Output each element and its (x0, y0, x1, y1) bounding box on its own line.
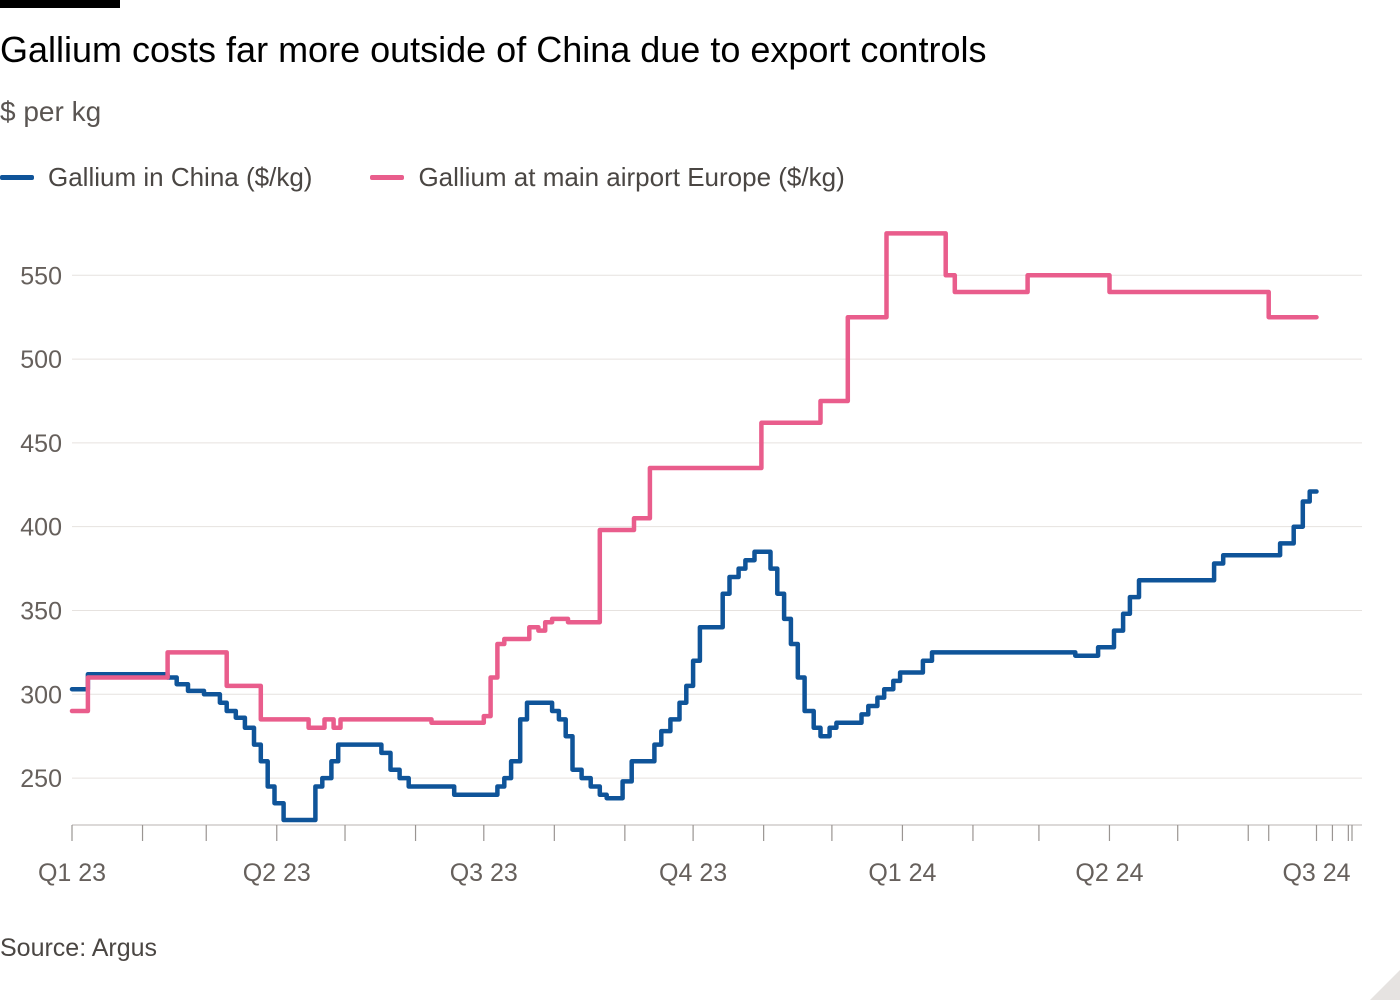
brand-bar (0, 0, 120, 8)
legend-item-europe: Gallium at main airport Europe ($/kg) (370, 161, 845, 193)
legend: Gallium in China ($/kg) Gallium at main … (0, 160, 903, 194)
x-tick-label: Q2 23 (243, 859, 311, 887)
series-line-china (69, 489, 1319, 823)
chart-title: Gallium costs far more outside of China … (0, 29, 987, 70)
x-tick-label: Q4 23 (659, 859, 727, 887)
legend-label-china: Gallium in China ($/kg) (48, 161, 313, 192)
y-tick-label: 550 (20, 262, 62, 290)
x-tick-label: Q1 23 (38, 859, 106, 887)
x-tick-label: Q1 24 (868, 859, 936, 887)
y-tick-label: 500 (20, 346, 62, 374)
chart-subtitle: $ per kg (0, 96, 102, 127)
x-tick-label: Q3 24 (1282, 859, 1350, 887)
y-tick-label: 450 (20, 430, 62, 458)
y-tick-label: 300 (20, 681, 62, 709)
corner-fold (1370, 970, 1400, 1000)
legend-swatch-china (0, 174, 34, 180)
source-note: Source: Argus (0, 934, 158, 962)
x-tick-label: Q3 23 (450, 859, 518, 887)
y-tick-label: 350 (20, 597, 62, 625)
x-tick-label: Q2 24 (1075, 859, 1143, 887)
legend-swatch-europe (370, 174, 405, 180)
series-line-europe (69, 231, 1319, 731)
y-tick-label: 250 (20, 765, 62, 793)
y-tick-label: 400 (20, 514, 62, 542)
legend-item-china: Gallium in China ($/kg) (0, 162, 312, 193)
legend-label-europe: Gallium at main airport Europe ($/kg) (418, 161, 845, 192)
